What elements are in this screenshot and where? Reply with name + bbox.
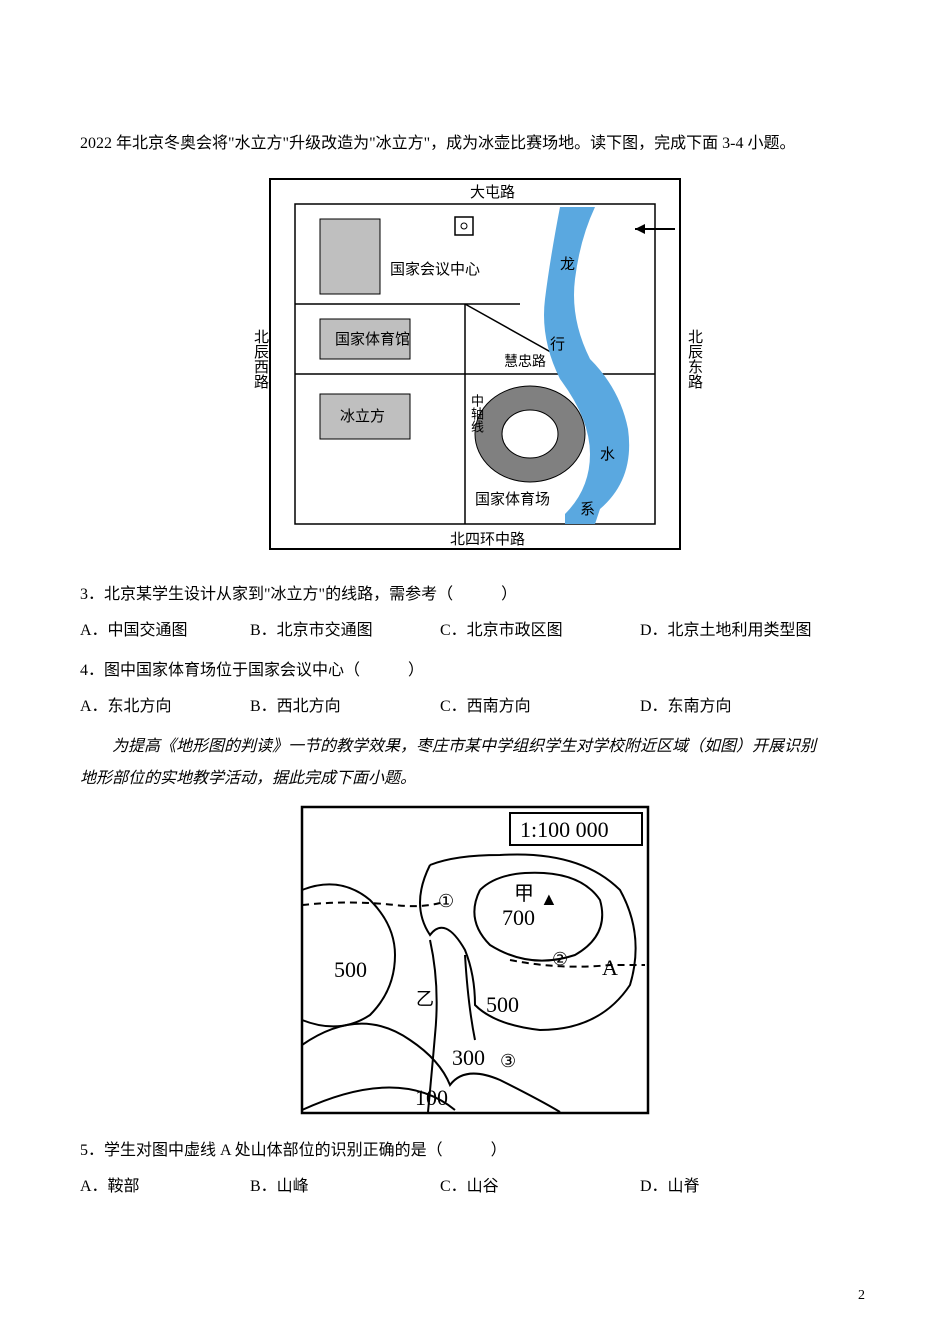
label-yi: 乙 <box>416 989 434 1009</box>
intro-text-2b: 地形部位的实地教学活动，据此完成下面小题。 <box>80 763 870 795</box>
road-middle-label: 中轴线 <box>467 394 486 433</box>
road-top-label: 大屯路 <box>470 184 515 201</box>
page-number: 2 <box>858 1288 865 1304</box>
water-shui: 水 <box>600 446 615 463</box>
q5-option-a: A．鞍部 <box>80 1171 250 1203</box>
q5-option-d: D．山脊 <box>640 1171 840 1203</box>
q5-option-b: B．山峰 <box>250 1171 440 1203</box>
road-left-label: 北辰西路 <box>250 329 271 389</box>
intro-text-1: 2022 年北京冬奥会将"水立方"升级改造为"冰立方"，成为冰壶比赛场地。读下图… <box>80 130 870 159</box>
water-xi: 系 <box>580 501 595 518</box>
question-4-options: A．东北方向 B．西北方向 C．西南方向 D．东南方向 <box>80 691 870 723</box>
q3-option-b: B．北京市交通图 <box>250 615 440 647</box>
contour-500a: 500 <box>334 957 367 982</box>
water-long: 龙 <box>560 256 575 273</box>
water-xing: 行 <box>550 336 565 353</box>
contour-700: 700 <box>502 905 535 930</box>
label-c3: ③ <box>500 1051 516 1071</box>
building-stadium-label: 国家体育场 <box>475 491 550 508</box>
road-bottom-label: 北四环中路 <box>450 531 525 548</box>
q4-option-a: A．东北方向 <box>80 691 250 723</box>
label-c2: ② <box>552 949 568 969</box>
question-3-options: A．中国交通图 B．北京市交通图 C．北京市政区图 D．北京土地利用类型图 <box>80 615 870 647</box>
label-c1: ① <box>438 891 454 911</box>
contour-map: 1:100 000 500 500 700 300 100 甲 ▲ A ① ② … <box>300 805 650 1115</box>
contour-100: 100 <box>415 1085 448 1110</box>
question-5-stem: 5．学生对图中虚线 A 处山体部位的识别正确的是（ ） <box>80 1135 870 1167</box>
q3-option-c: C．北京市政区图 <box>440 615 640 647</box>
q3-option-a: A．中国交通图 <box>80 615 250 647</box>
road-right-label: 北辰东路 <box>684 329 705 389</box>
question-5-options: A．鞍部 B．山峰 C．山谷 D．山脊 <box>80 1171 870 1203</box>
intro-text-2a: 为提高《地形图的判读》一节的教学效果，枣庄市某中学组织学生对学校附近区域（如图）… <box>80 731 870 763</box>
q4-option-b: B．西北方向 <box>250 691 440 723</box>
building-conv-label: 国家会议中心 <box>390 261 480 278</box>
label-a: A <box>602 955 618 980</box>
road-diag-label: 慧忠路 <box>504 354 546 370</box>
contour-300: 300 <box>452 1045 485 1070</box>
label-jia: 甲 <box>514 883 534 905</box>
question-3-stem: 3．北京某学生设计从家到"冰立方"的线路，需参考（ ） <box>80 579 870 611</box>
q4-option-d: D．东南方向 <box>640 691 840 723</box>
beijing-map: 大屯路 北四环中路 国家会议中心 国家体育馆 冰立方 国家体育场 慧忠路 龙 行… <box>240 169 710 559</box>
q5-option-c: C．山谷 <box>440 1171 640 1203</box>
contour-500b: 500 <box>486 992 519 1017</box>
q4-option-c: C．西南方向 <box>440 691 640 723</box>
peak-icon: ▲ <box>540 889 558 909</box>
building-gym-label: 国家体育馆 <box>335 331 410 348</box>
question-4-stem: 4．图中国家体育场位于国家会议中心（ ） <box>80 655 870 687</box>
building-cube-label: 冰立方 <box>340 408 385 425</box>
q3-option-d: D．北京土地利用类型图 <box>640 615 840 647</box>
scale-label: 1:100 000 <box>520 817 609 842</box>
